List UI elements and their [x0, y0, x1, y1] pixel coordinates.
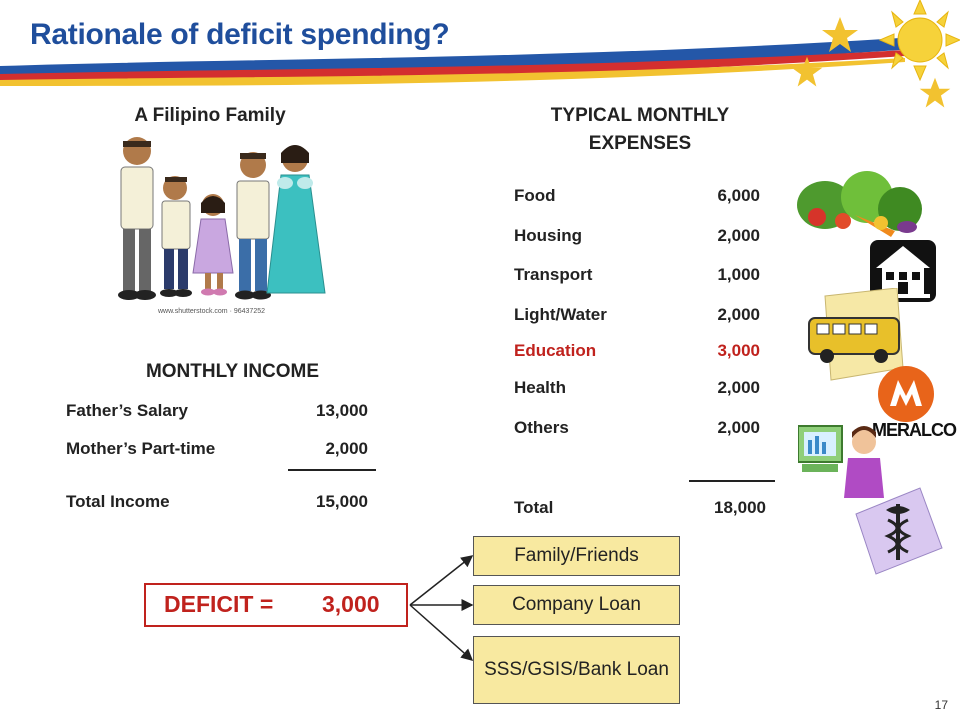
deficit-value: 3,000	[322, 591, 380, 617]
house-icon	[870, 240, 936, 302]
expense-label: Light/Water	[514, 305, 607, 324]
expense-label: Food	[514, 186, 556, 205]
income-label: Father’s Salary	[66, 401, 188, 420]
sum-rule	[288, 469, 376, 471]
expenses-heading-line2: EXPENSES	[588, 133, 692, 154]
slide-title: Rationale of deficit spending?	[30, 18, 450, 51]
healthcare-worker-icon	[798, 425, 884, 498]
expense-value: 2,000	[717, 226, 760, 245]
expense-label: Health	[514, 378, 566, 397]
income-value: 13,000	[316, 401, 368, 420]
sun-icon	[878, 0, 960, 82]
expense-value-highlight: 3,000	[717, 341, 760, 360]
star-icon	[822, 17, 858, 52]
deficit-box: DEFICIT = 3,000	[144, 583, 408, 627]
vegetables-icon	[797, 171, 922, 237]
meralco-logo-icon	[878, 366, 934, 422]
expense-value: 2,000	[717, 378, 760, 397]
expense-value: 6,000	[717, 186, 760, 205]
school-bus-icon	[808, 288, 904, 381]
medical-caduceus-icon	[855, 487, 943, 575]
expense-label: Transport	[514, 265, 593, 284]
expense-label: Others	[514, 418, 569, 437]
family-heading: A Filipino Family	[134, 105, 286, 126]
expense-value: 2,000	[717, 418, 760, 437]
total-expense-label: Total	[514, 498, 554, 517]
meralco-logo-text: MERALCO	[872, 420, 957, 440]
star-icon	[919, 77, 951, 108]
expense-value: 2,000	[717, 305, 760, 324]
income-value: 2,000	[325, 439, 368, 458]
sum-rule	[689, 480, 775, 482]
option-family-friends: Family/Friends	[473, 536, 680, 576]
total-expense-value: 18,000	[714, 498, 766, 517]
image-credit: www.shutterstock.com · 96437252	[158, 308, 265, 315]
total-income-value: 15,000	[316, 492, 368, 511]
total-income-label: Total Income	[66, 492, 170, 511]
income-label: Mother’s Part-time	[66, 439, 216, 458]
expense-label-highlight: Education	[514, 341, 597, 360]
page-number: 17	[934, 698, 948, 712]
income-heading: MONTHLY INCOME	[145, 361, 320, 382]
option-sss-gsis-bank-loan: SSS/GSIS/Bank Loan	[473, 636, 680, 704]
expense-value: 1,000	[717, 265, 760, 284]
header-ribbon-decoration	[0, 38, 905, 86]
option-company-loan: Company Loan	[473, 585, 680, 625]
star-icon	[791, 56, 823, 87]
family-illustration-icon	[118, 137, 326, 300]
branch-arrows	[409, 555, 474, 661]
expense-label: Housing	[514, 226, 582, 245]
expenses-heading-line1: TYPICAL MONTHLY	[550, 105, 730, 126]
deficit-label: DEFICIT =	[164, 591, 274, 617]
